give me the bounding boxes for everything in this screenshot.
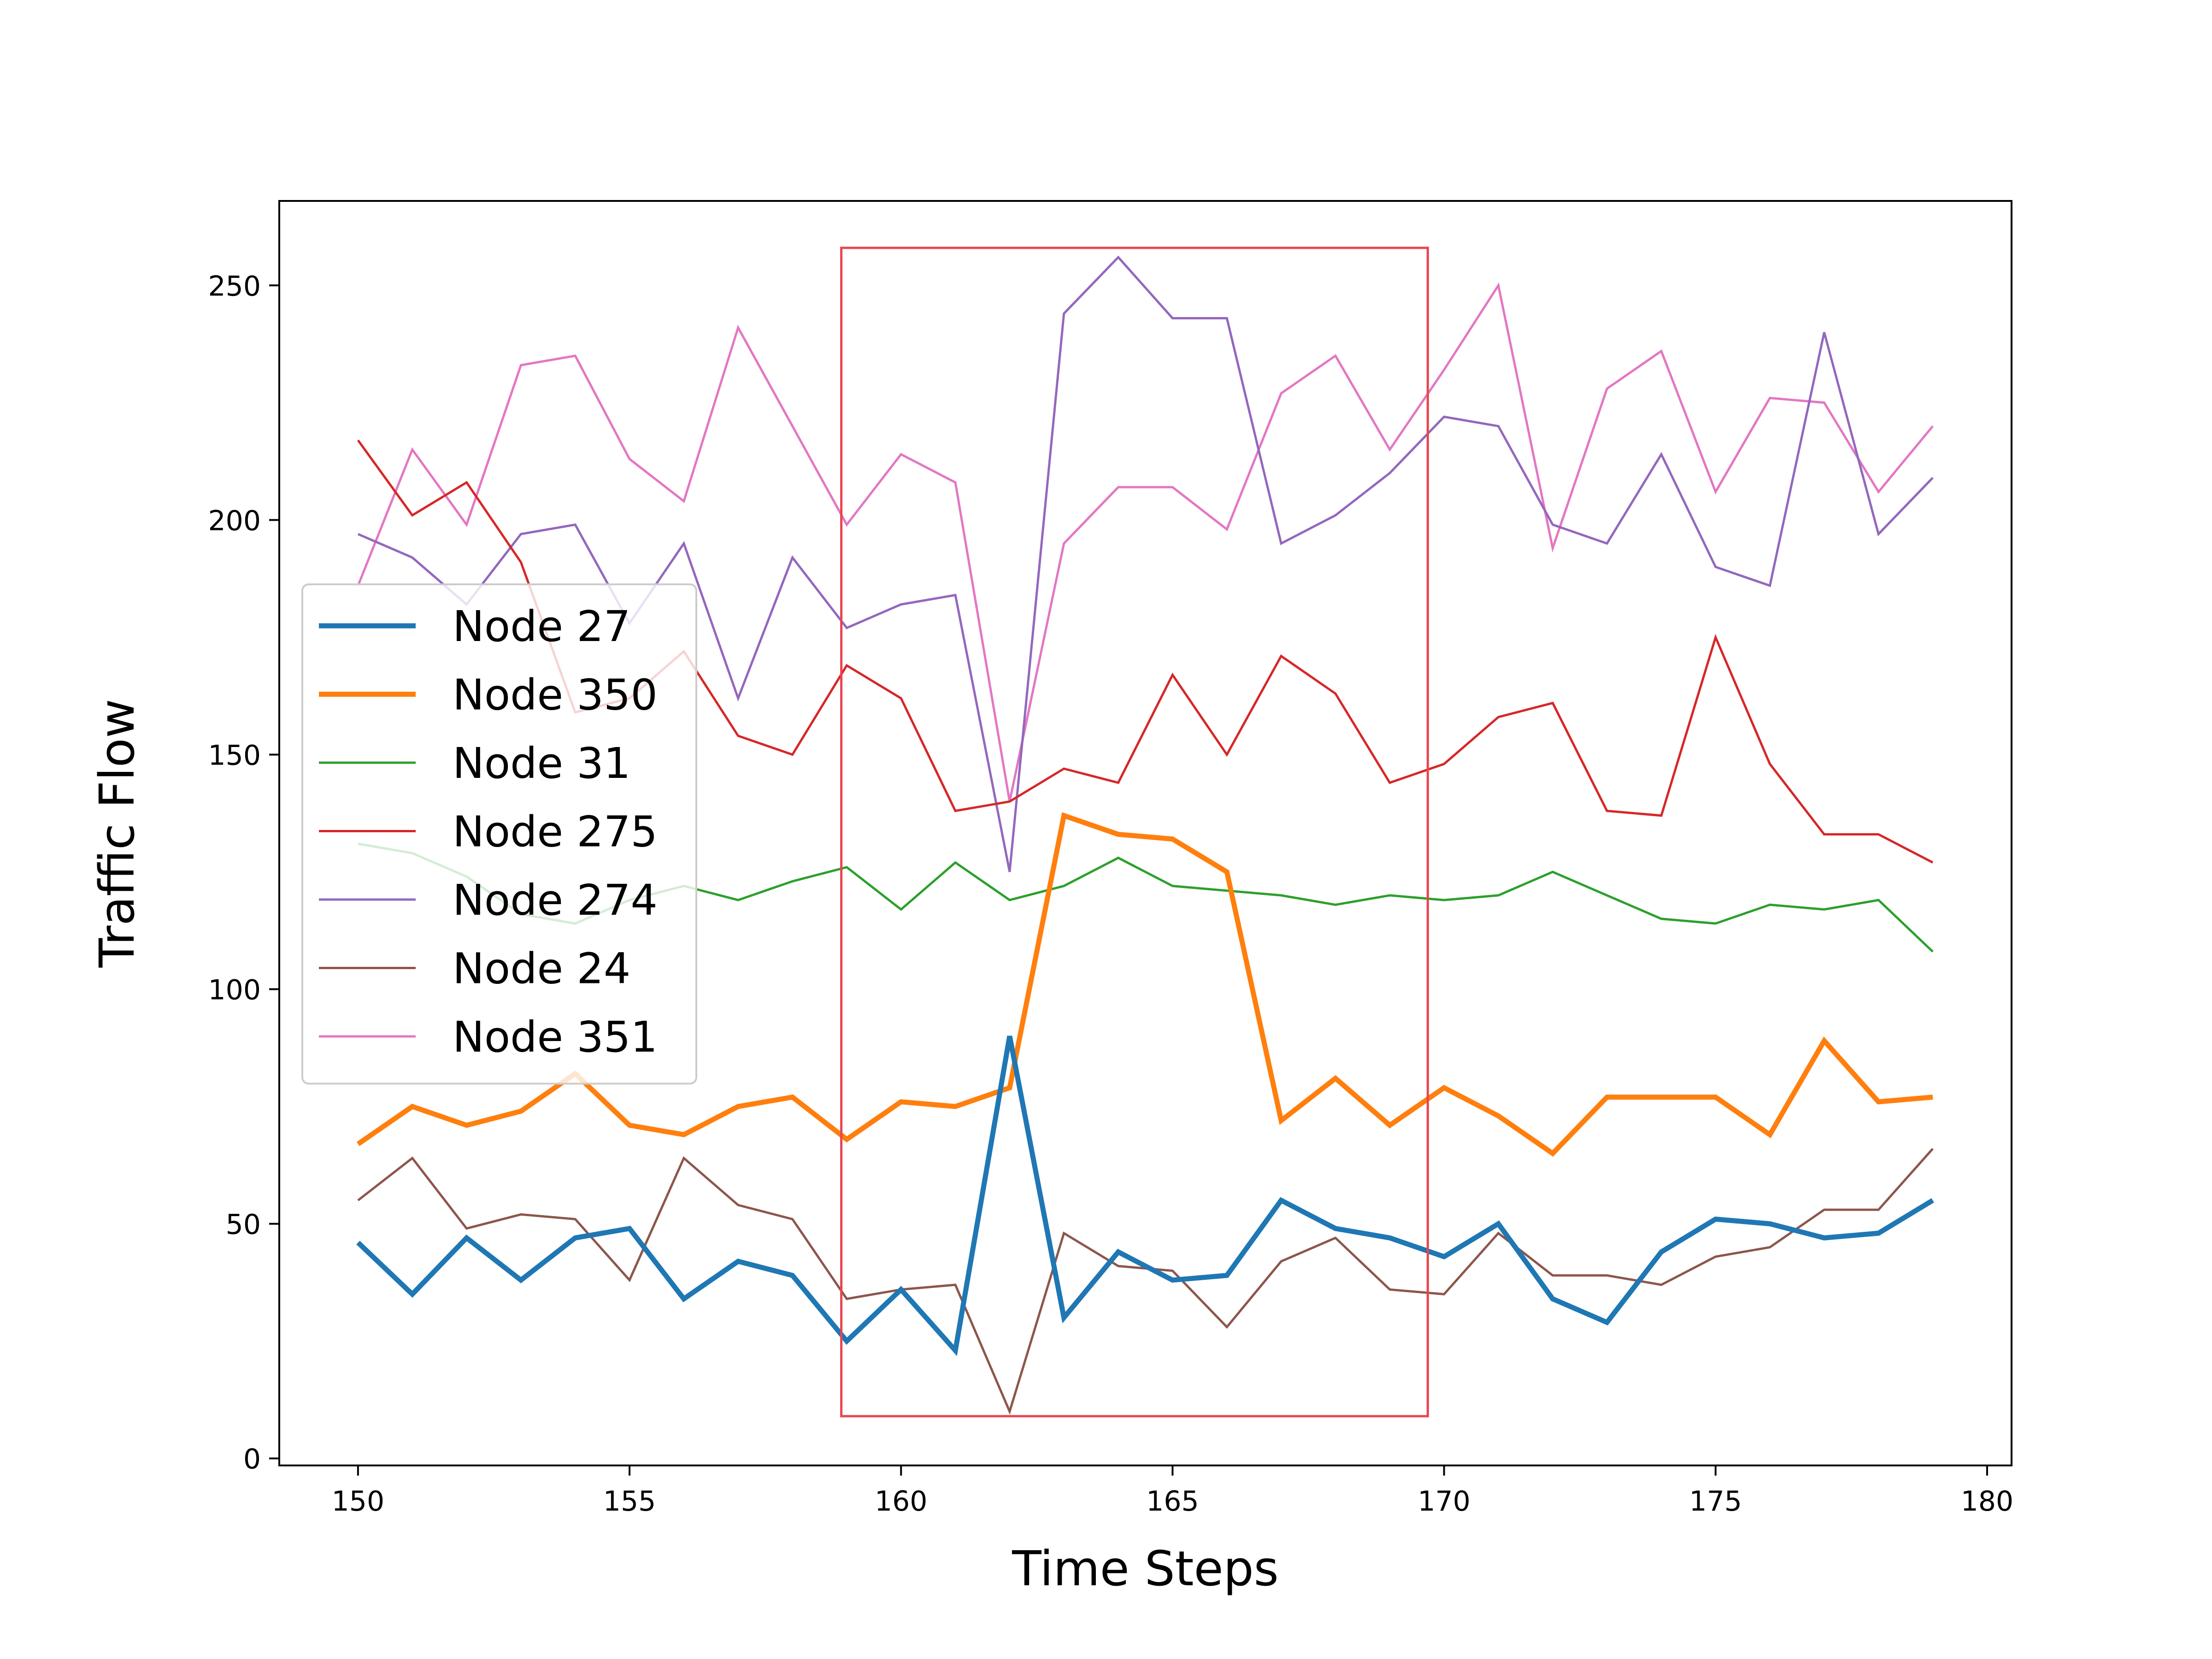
x-tick-label: 160: [875, 1485, 928, 1518]
plot-area-frame: [278, 200, 2012, 1466]
y-axis-ticks: 0 50 100 150 200 250: [208, 270, 279, 1476]
legend-label-node-274: Node 274: [453, 876, 658, 925]
x-tick-label: 175: [1689, 1485, 1742, 1518]
series-line-node-24: [357, 1148, 1934, 1415]
highlight-rectangle: [840, 247, 1429, 1418]
y-tick-label: 50: [226, 1209, 261, 1241]
series-line-node-350: [356, 812, 1933, 1157]
legend-box: [301, 583, 697, 1085]
legend-label-node-24: Node 24: [453, 944, 630, 994]
x-tick-label: 165: [1146, 1485, 1199, 1518]
annotations: [840, 247, 1429, 1418]
x-tick-label: 150: [332, 1485, 385, 1518]
series-line-node-27: [356, 1035, 1934, 1356]
x-axis-ticks: 150 155 160 165 170 175 180: [332, 1465, 2014, 1518]
x-tick-label: 180: [1961, 1485, 2014, 1518]
x-axis-label: Time Steps: [1012, 1541, 1279, 1597]
x-tick-label: 170: [1418, 1485, 1471, 1518]
legend-label-node-350: Node 350: [453, 671, 658, 720]
legend-label-node-275: Node 275: [453, 807, 658, 857]
series-line-node-351: [357, 282, 1934, 802]
y-tick-label: 100: [208, 974, 261, 1006]
y-axis-label: Traffic Flow: [89, 699, 145, 968]
y-tick-label: 250: [208, 270, 261, 302]
legend: Node 27 Node 350 Node 31 Node 275 Node 274 No…: [301, 583, 697, 1085]
x-tick-label: 155: [603, 1485, 656, 1518]
legend-label-node-351: Node 351: [453, 1012, 658, 1062]
y-tick-label: 200: [208, 505, 261, 537]
legend-label-node-27: Node 27: [453, 602, 630, 651]
y-tick-label: 150: [208, 739, 261, 771]
y-tick-label: 0: [243, 1443, 261, 1476]
legend-label-node-31: Node 31: [453, 739, 630, 788]
